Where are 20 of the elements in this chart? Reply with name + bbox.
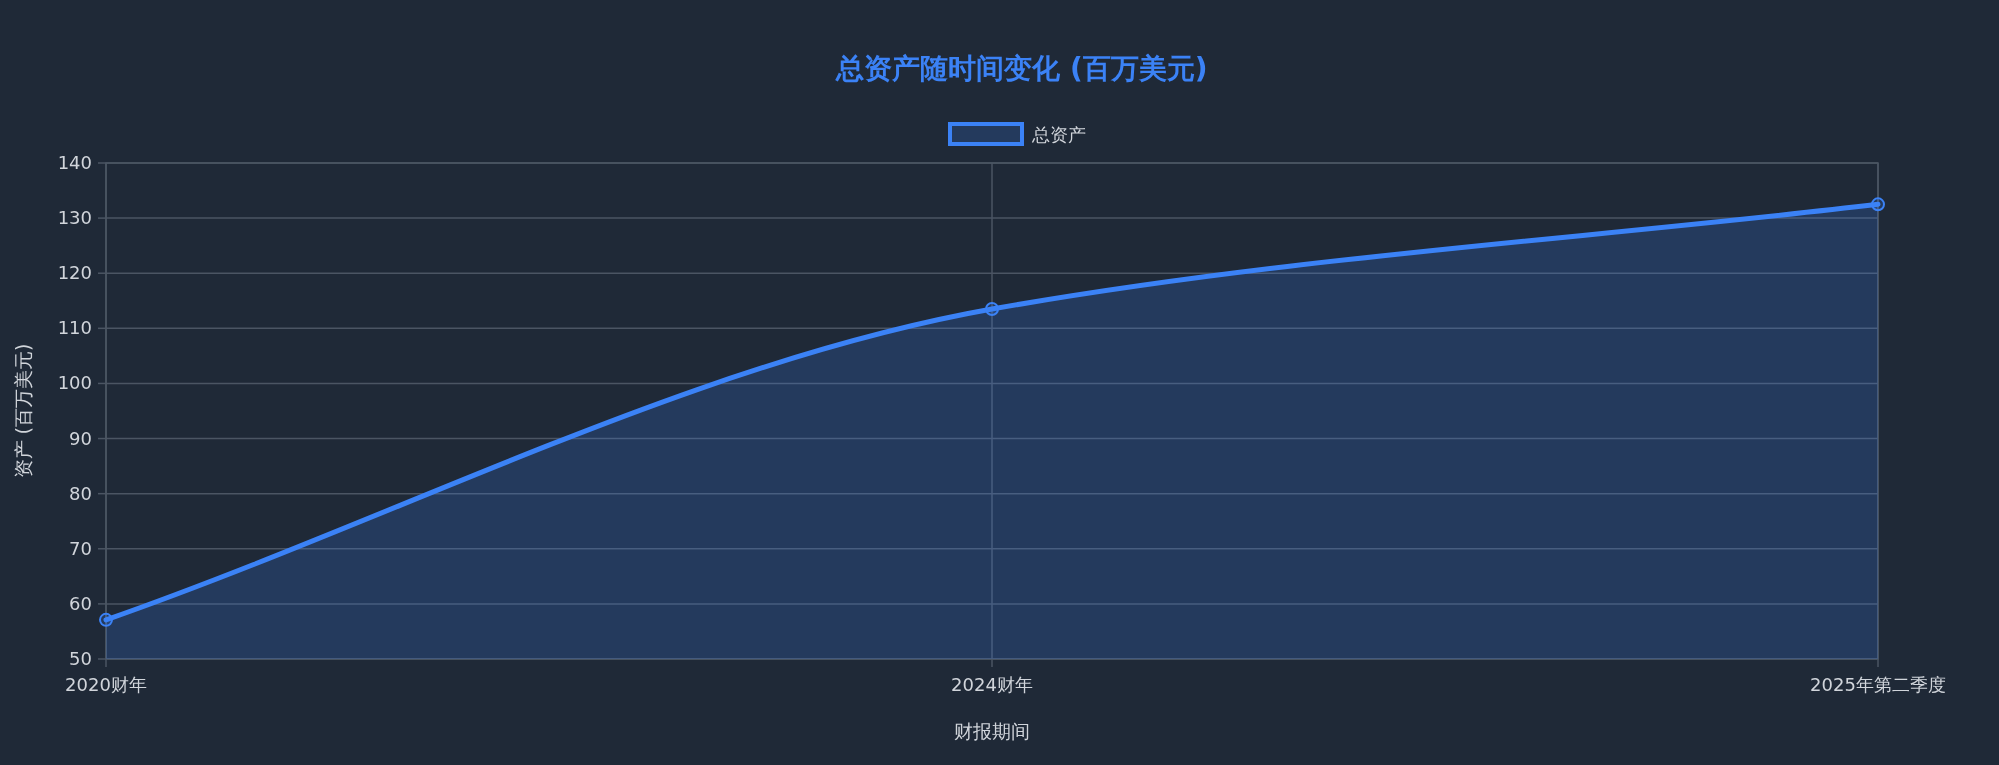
x-tick-label: 2020财年 [65,674,147,695]
y-tick-label: 70 [69,537,92,559]
y-tick-label: 90 [69,427,92,449]
point [99,612,113,627]
y-tick-label: 60 [69,592,92,614]
legend-label: 总资产 [1031,124,1086,145]
y-axis-title: 资产 (百万美元) [12,343,34,479]
y-tick-label: 80 [69,482,92,504]
y-tick-label: 120 [57,262,92,284]
point [985,302,999,317]
y-tick-label: 130 [57,207,92,229]
y-tick-label: 50 [69,648,92,669]
y-tick-label: 100 [57,372,92,394]
x-tick-label: 2024财年 [951,674,1033,695]
chart-title: 总资产随时间变化 (百万美元) [835,52,1208,85]
y-tick-label: 110 [57,317,92,339]
y-tick-label: 140 [57,152,92,173]
point [1871,197,1885,212]
x-axis-title: 财报期间 [954,720,1030,742]
x-tick-label: 2025年第二季度 [1810,674,1946,695]
